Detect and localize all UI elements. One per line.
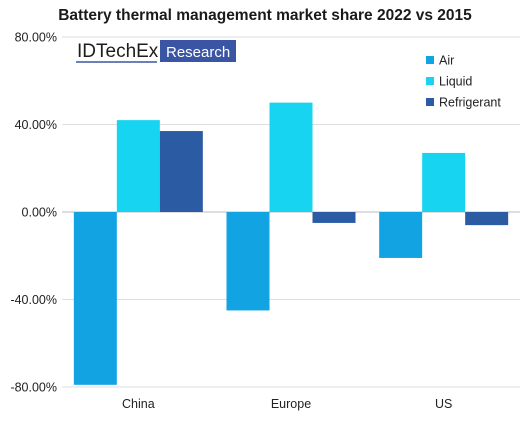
legend-swatch-refrigerant xyxy=(426,98,434,106)
bar-liquid-us xyxy=(422,152,466,212)
chart-title: Battery thermal management market share … xyxy=(58,7,472,24)
category-label: China xyxy=(122,397,155,411)
brand-tag: Research xyxy=(166,44,230,61)
bars xyxy=(73,102,509,385)
legend: Air Liquid Refrigerant xyxy=(426,54,501,110)
x-axis-categories: China Europe US xyxy=(122,397,452,411)
brand-tag-bg xyxy=(160,40,236,62)
y-tick-label: -80.00% xyxy=(10,381,57,395)
legend-swatch-liquid xyxy=(426,77,434,85)
bar-liquid-china xyxy=(116,120,160,212)
category-label: US xyxy=(435,397,452,411)
bar-air-us xyxy=(379,212,423,258)
legend-label-liquid: Liquid xyxy=(439,75,472,89)
y-tick-label: 40.00% xyxy=(15,118,57,132)
bar-refrigerant-us xyxy=(465,212,509,226)
category-label: Europe xyxy=(271,397,311,411)
brand-name: IDTechEx xyxy=(77,41,159,62)
legend-label-air: Air xyxy=(439,54,454,68)
legend-label-refrigerant: Refrigerant xyxy=(439,96,501,110)
bar-air-europe xyxy=(226,212,270,311)
legend-swatch-air xyxy=(426,56,434,64)
bar-refrigerant-china xyxy=(159,131,203,212)
bar-refrigerant-europe xyxy=(312,212,356,223)
brand-logo: IDTechEx Research xyxy=(76,40,236,63)
y-tick-label: 0.00% xyxy=(22,206,57,220)
y-tick-label: 80.00% xyxy=(15,31,57,45)
bar-air-china xyxy=(73,212,117,385)
y-tick-label: -40.00% xyxy=(10,293,57,307)
y-axis-ticks: 80.00% 40.00% 0.00% -40.00% -80.00% xyxy=(10,31,57,395)
bar-liquid-europe xyxy=(269,102,313,212)
